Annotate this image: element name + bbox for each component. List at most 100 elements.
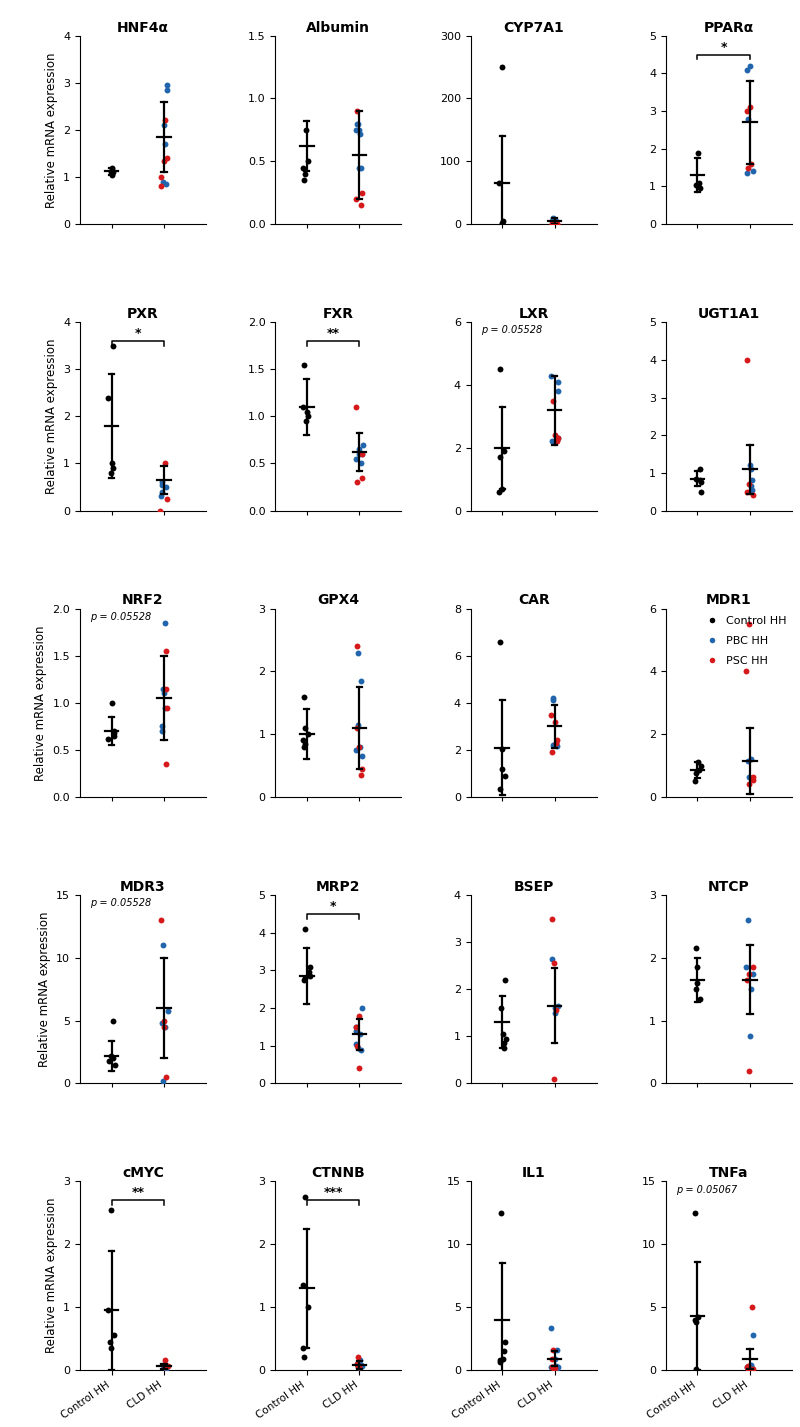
Point: [106, 156, 118, 178]
Title: BSEP: BSEP: [514, 880, 554, 893]
Point: [741, 969, 754, 992]
Point: [102, 728, 114, 751]
Point: [549, 1357, 562, 1380]
Point: [304, 965, 317, 987]
Point: [354, 1037, 367, 1060]
Point: [740, 1356, 753, 1378]
Point: [155, 909, 168, 932]
Point: [740, 59, 753, 81]
Point: [107, 334, 120, 357]
Point: [302, 960, 315, 983]
Point: [350, 113, 363, 136]
Point: [302, 405, 315, 428]
Point: [551, 213, 564, 235]
Point: [297, 395, 310, 418]
Point: [298, 352, 311, 375]
Point: [498, 1340, 510, 1363]
Point: [103, 1330, 116, 1353]
Point: [693, 171, 706, 194]
Point: [495, 996, 508, 1019]
Point: [102, 1299, 114, 1321]
Point: [106, 161, 119, 184]
Title: PXR: PXR: [127, 307, 159, 321]
Point: [690, 972, 703, 995]
Point: [549, 213, 562, 235]
Point: [743, 54, 756, 77]
Title: Albumin: Albumin: [306, 20, 370, 34]
Point: [298, 168, 310, 191]
Point: [105, 1337, 118, 1360]
Title: GPX4: GPX4: [318, 594, 359, 608]
Point: [106, 163, 118, 186]
Point: [551, 995, 564, 1017]
Point: [551, 427, 564, 450]
Point: [496, 477, 509, 499]
Point: [495, 758, 508, 781]
Point: [302, 150, 315, 173]
Title: CAR: CAR: [518, 594, 550, 608]
Point: [546, 210, 559, 233]
Point: [551, 1339, 564, 1361]
Point: [155, 481, 168, 504]
Point: [550, 735, 563, 758]
Point: [550, 213, 563, 235]
Point: [107, 1324, 120, 1347]
Point: [694, 481, 707, 504]
Point: [743, 1357, 756, 1380]
Point: [102, 387, 114, 410]
Point: [547, 952, 560, 975]
Point: [546, 1339, 559, 1361]
Point: [546, 430, 558, 452]
Point: [161, 1354, 174, 1377]
Point: [156, 719, 169, 742]
Point: [745, 1353, 758, 1376]
Point: [745, 748, 758, 771]
Point: [355, 442, 368, 465]
Point: [688, 1309, 701, 1331]
Point: [352, 1356, 365, 1378]
Point: [350, 1019, 362, 1042]
Point: [107, 725, 120, 748]
Y-axis label: Relative mRNA expression: Relative mRNA expression: [45, 53, 58, 208]
Point: [746, 1323, 759, 1346]
Point: [550, 1354, 562, 1377]
Point: [496, 738, 509, 761]
Point: [157, 170, 170, 193]
Point: [304, 955, 317, 977]
Point: [549, 213, 562, 235]
Point: [109, 1053, 122, 1076]
Point: [356, 181, 369, 204]
Point: [161, 78, 174, 101]
Point: [549, 711, 562, 733]
Point: [549, 424, 562, 447]
Point: [546, 213, 558, 235]
Point: [105, 161, 118, 184]
Title: UGT1A1: UGT1A1: [698, 307, 760, 321]
Point: [742, 1059, 755, 1082]
Point: [299, 918, 312, 940]
Point: [350, 118, 362, 141]
Point: [740, 659, 753, 682]
Point: [105, 461, 118, 484]
Point: [160, 678, 173, 701]
Point: [106, 1009, 119, 1032]
Point: [743, 962, 756, 985]
Point: [746, 484, 759, 507]
Title: FXR: FXR: [323, 307, 354, 321]
Point: [747, 956, 760, 979]
Point: [694, 987, 706, 1010]
Point: [545, 704, 558, 726]
Point: [690, 173, 702, 195]
Point: [356, 434, 369, 457]
Point: [694, 177, 706, 200]
Point: [104, 1045, 117, 1067]
Point: [351, 1346, 364, 1368]
Point: [691, 141, 704, 164]
Point: [350, 1016, 362, 1039]
Point: [158, 1016, 171, 1039]
Point: [552, 427, 565, 450]
Point: [354, 123, 366, 146]
Point: [746, 469, 758, 492]
Point: [354, 669, 367, 692]
Point: [551, 430, 564, 452]
